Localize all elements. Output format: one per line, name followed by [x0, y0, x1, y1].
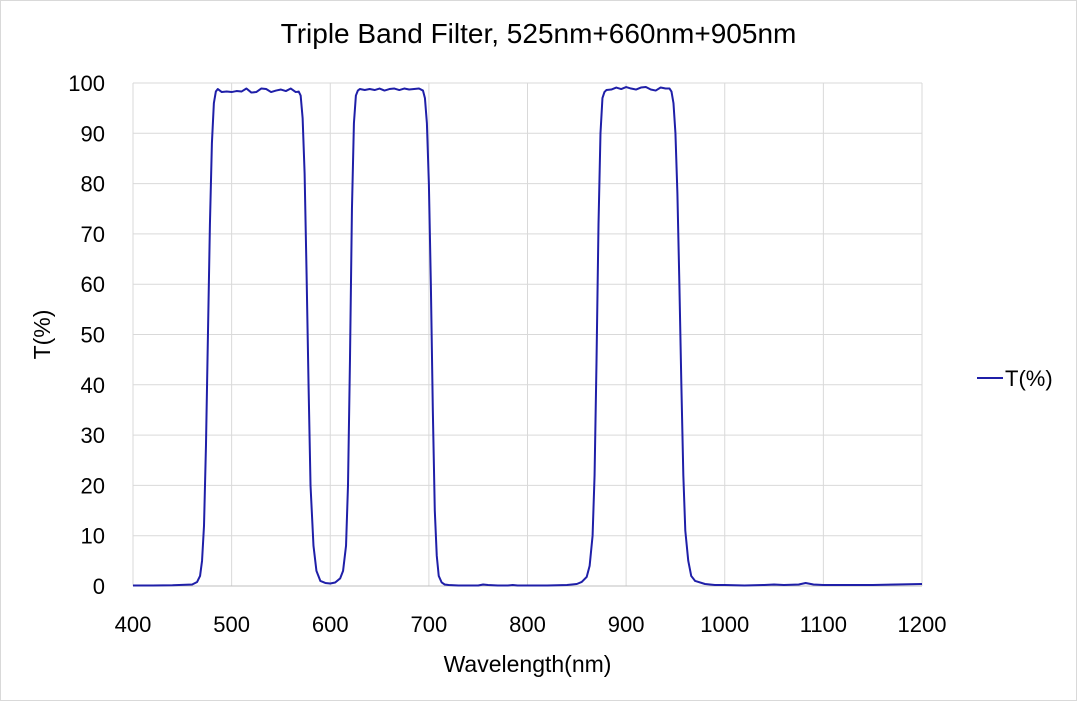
y-tick-label-30: 30: [81, 423, 105, 448]
x-tick-labels: 400 500 600 700 800 900 1000 1100 1200: [115, 612, 947, 637]
y-tick-label-70: 70: [81, 222, 105, 247]
y-tick-label-60: 60: [81, 272, 105, 297]
x-tick-label-1200: 1200: [898, 612, 947, 637]
y-tick-label-50: 50: [81, 323, 105, 348]
y-tick-label-0: 0: [93, 574, 105, 599]
x-tick-label-700: 700: [411, 612, 448, 637]
y-tick-label-100: 100: [68, 71, 105, 96]
y-tick-label-10: 10: [81, 524, 105, 549]
y-tick-label-20: 20: [81, 473, 105, 498]
x-tick-label-900: 900: [608, 612, 645, 637]
legend: T(%): [977, 366, 1053, 391]
x-tick-label-600: 600: [312, 612, 349, 637]
legend-label: T(%): [1005, 366, 1053, 391]
x-axis-label: Wavelength(nm): [444, 651, 612, 677]
x-tick-label-1000: 1000: [700, 612, 749, 637]
chart-title: Triple Band Filter, 525nm+660nm+905nm: [280, 18, 797, 49]
y-axis-label: T(%): [29, 310, 55, 360]
horizontal-gridlines: [133, 82, 922, 587]
x-tick-label-500: 500: [213, 612, 250, 637]
x-tick-label-800: 800: [509, 612, 546, 637]
y-tick-label-40: 40: [81, 373, 105, 398]
y-tick-label-80: 80: [81, 172, 105, 197]
y-tick-label-90: 90: [81, 121, 105, 146]
series-line-t: [133, 86, 923, 587]
y-tick-labels: 0 10 20 30 40 50 60 70 80 90 100: [68, 71, 105, 599]
x-tick-label-400: 400: [115, 612, 152, 637]
x-tick-label-1100: 1100: [800, 612, 847, 637]
